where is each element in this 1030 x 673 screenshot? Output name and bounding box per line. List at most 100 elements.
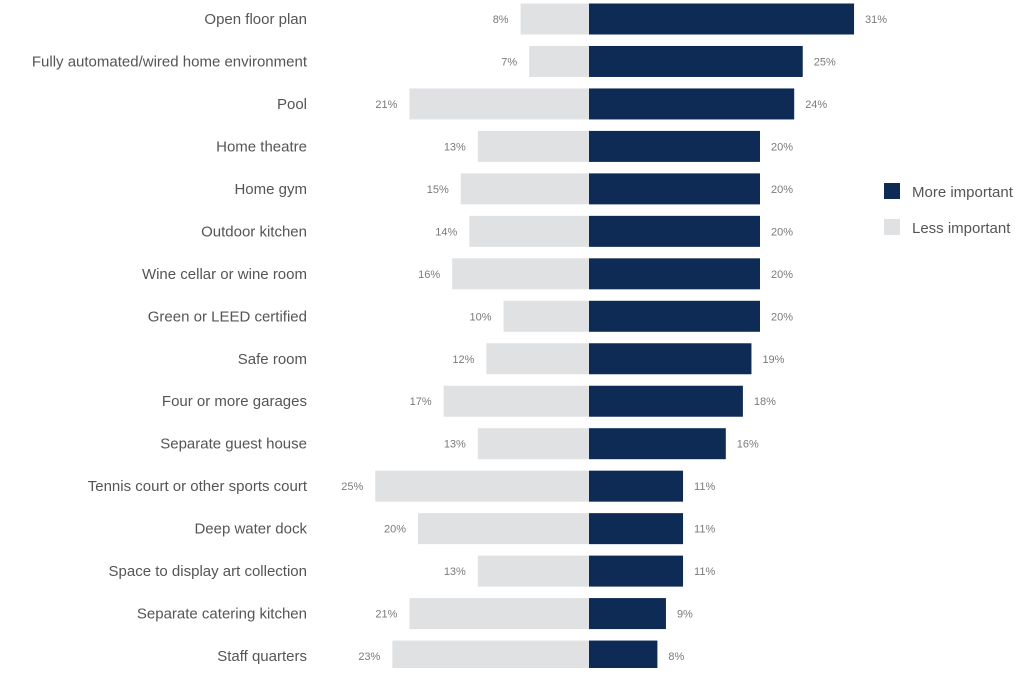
value-label-more-important: 20%: [771, 269, 793, 281]
chart-row: Wine cellar or wine room 16% 20%: [142, 258, 793, 290]
bar-less-important: [375, 470, 589, 502]
bar-more-important: [589, 343, 752, 375]
value-label-more-important: 20%: [771, 311, 793, 323]
category-label: Fully automated/wired home environment: [32, 53, 308, 70]
value-label-less-important: 7%: [501, 56, 517, 68]
legend-swatch-less-important: [884, 219, 900, 235]
category-label: Open floor plan: [204, 11, 307, 28]
value-label-less-important: 21%: [375, 609, 397, 621]
chart-row: Home theatre 13% 20%: [216, 130, 793, 162]
value-label-more-important: 24%: [805, 99, 827, 111]
chart-row: Fully automated/wired home environment 7%…: [32, 45, 836, 77]
bar-more-important: [589, 640, 658, 672]
category-label: Separate catering kitchen: [137, 606, 307, 623]
bar-less-important: [418, 513, 589, 545]
category-label: Safe room: [238, 351, 307, 368]
category-label: Deep water dock: [194, 521, 307, 538]
value-label-less-important: 8%: [493, 14, 509, 26]
value-label-less-important: 14%: [435, 226, 457, 238]
value-label-more-important: 8%: [668, 651, 684, 663]
bar-more-important: [589, 428, 726, 460]
value-label-less-important: 20%: [384, 524, 406, 536]
value-label-more-important: 25%: [814, 56, 836, 68]
bar-more-important: [589, 555, 684, 587]
value-label-more-important: 11%: [694, 566, 715, 578]
bar-more-important: [589, 173, 760, 205]
bar-less-important: [529, 45, 589, 77]
bar-more-important: [589, 45, 803, 77]
legend: More important Less important: [884, 183, 1014, 237]
chart-row: Four or more garages 17% 18%: [162, 385, 776, 417]
bar-less-important: [392, 640, 589, 672]
bar-more-important: [589, 513, 684, 545]
chart-row: Safe room 12% 19%: [238, 343, 785, 375]
value-label-less-important: 13%: [444, 141, 466, 153]
value-label-less-important: 13%: [444, 566, 466, 578]
value-label-less-important: 12%: [452, 354, 474, 366]
bar-more-important: [589, 215, 760, 247]
legend-label-less-important: Less important: [912, 220, 1011, 237]
bar-more-important: [589, 300, 760, 332]
bar-less-important: [443, 385, 589, 417]
bar-more-important: [589, 88, 795, 120]
value-label-less-important: 23%: [358, 651, 380, 663]
bar-more-important: [589, 598, 666, 630]
legend-swatch-more-important: [884, 183, 900, 199]
value-label-more-important: 11%: [694, 481, 715, 493]
bar-less-important: [477, 130, 589, 162]
bar-less-important: [460, 173, 589, 205]
category-label: Home theatre: [216, 138, 307, 155]
value-label-less-important: 25%: [341, 481, 363, 493]
bar-less-important: [520, 3, 589, 35]
value-label-less-important: 13%: [444, 439, 466, 451]
value-label-less-important: 21%: [375, 99, 397, 111]
bar-less-important: [503, 300, 589, 332]
value-label-more-important: 11%: [694, 524, 715, 536]
value-label-less-important: 17%: [410, 396, 432, 408]
value-label-more-important: 18%: [754, 396, 776, 408]
bar-more-important: [589, 470, 684, 502]
chart-row: Space to display art collection 13% 11%: [109, 555, 715, 587]
value-label-more-important: 20%: [771, 141, 793, 153]
category-label: Green or LEED certified: [148, 308, 307, 325]
chart-rows: Open floor plan 8% 31% Fully automated/wire…: [32, 3, 887, 672]
chart-row: Staff quarters 23% 8%: [217, 640, 685, 672]
category-label: Outdoor kitchen: [201, 223, 307, 240]
category-label: Staff quarters: [217, 648, 307, 665]
chart-row: Pool 21% 24%: [277, 88, 827, 120]
bar-less-important: [477, 428, 589, 460]
bar-less-important: [477, 555, 589, 587]
bar-less-important: [452, 258, 589, 290]
value-label-less-important: 15%: [427, 184, 449, 196]
value-label-less-important: 16%: [418, 269, 440, 281]
bar-more-important: [589, 3, 855, 35]
value-label-more-important: 9%: [677, 609, 693, 621]
category-label: Wine cellar or wine room: [142, 266, 307, 283]
category-label: Four or more garages: [162, 393, 307, 410]
value-label-more-important: 16%: [737, 439, 759, 451]
chart-row: Outdoor kitchen 14% 20%: [201, 215, 793, 247]
category-label: Pool: [277, 96, 307, 113]
value-label-more-important: 19%: [762, 354, 784, 366]
category-label: Separate guest house: [160, 436, 307, 453]
chart-row: Deep water dock 20% 11%: [194, 513, 715, 545]
value-label-less-important: 10%: [469, 311, 491, 323]
bar-more-important: [589, 130, 760, 162]
category-label: Home gym: [234, 181, 307, 198]
bar-more-important: [589, 385, 743, 417]
category-label: Tennis court or other sports court: [88, 478, 308, 495]
chart-row: Separate catering kitchen 21% 9%: [137, 598, 693, 630]
value-label-more-important: 20%: [771, 184, 793, 196]
bar-less-important: [409, 598, 589, 630]
bar-less-important: [409, 88, 589, 120]
chart-row: Open floor plan 8% 31%: [204, 3, 887, 35]
bar-less-important: [469, 215, 589, 247]
bar-more-important: [589, 258, 760, 290]
chart-row: Green or LEED certified 10% 20%: [148, 300, 793, 332]
bar-less-important: [486, 343, 589, 375]
value-label-more-important: 31%: [865, 14, 887, 26]
legend-label-more-important: More important: [912, 184, 1014, 201]
chart-row: Home gym 15% 20%: [234, 173, 793, 205]
